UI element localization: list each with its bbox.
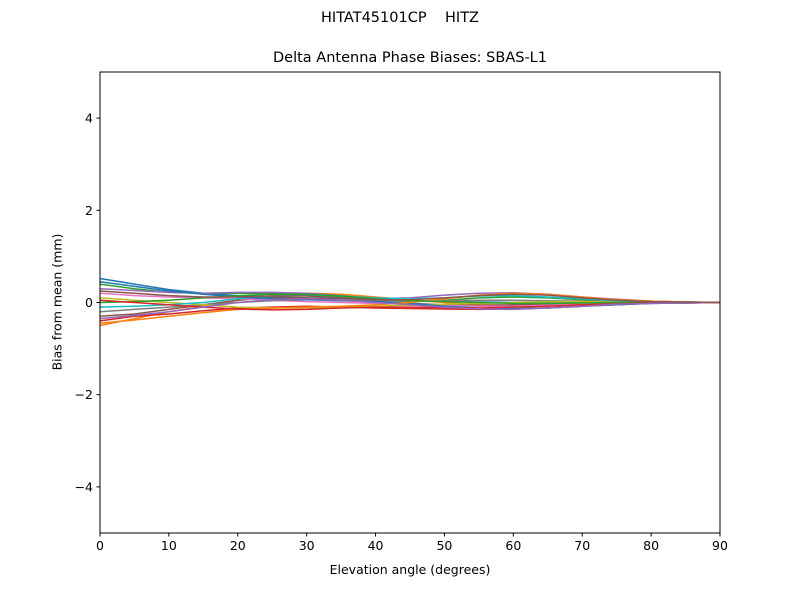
y-tick-label: −2 [75,387,93,402]
y-tick-label: −4 [75,479,93,494]
y-tick-label: 2 [85,203,93,218]
x-tick-label: 50 [436,538,452,553]
y-tick-label: 4 [85,111,93,126]
x-tick-label: 30 [299,538,315,553]
x-tick-label: 70 [574,538,590,553]
chart-title: Delta Antenna Phase Biases: SBAS-L1 [273,50,547,66]
x-tick-label: 0 [96,538,104,553]
x-tick-label: 80 [643,538,659,553]
x-tick-label: 20 [230,538,246,553]
series-line-15 [99,298,721,320]
series-line-13 [99,293,720,305]
x-tick-label: 90 [712,538,728,553]
series-line-16 [99,290,721,304]
x-axis-label: Elevation angle (degrees) [329,562,491,577]
x-tick-label: 60 [505,538,521,553]
x-tick-label: 10 [161,538,177,553]
figure-suptitle: HITAT45101CP HITZ [321,10,479,26]
y-tick-label: 0 [85,295,93,310]
x-tick-label: 40 [368,538,384,553]
